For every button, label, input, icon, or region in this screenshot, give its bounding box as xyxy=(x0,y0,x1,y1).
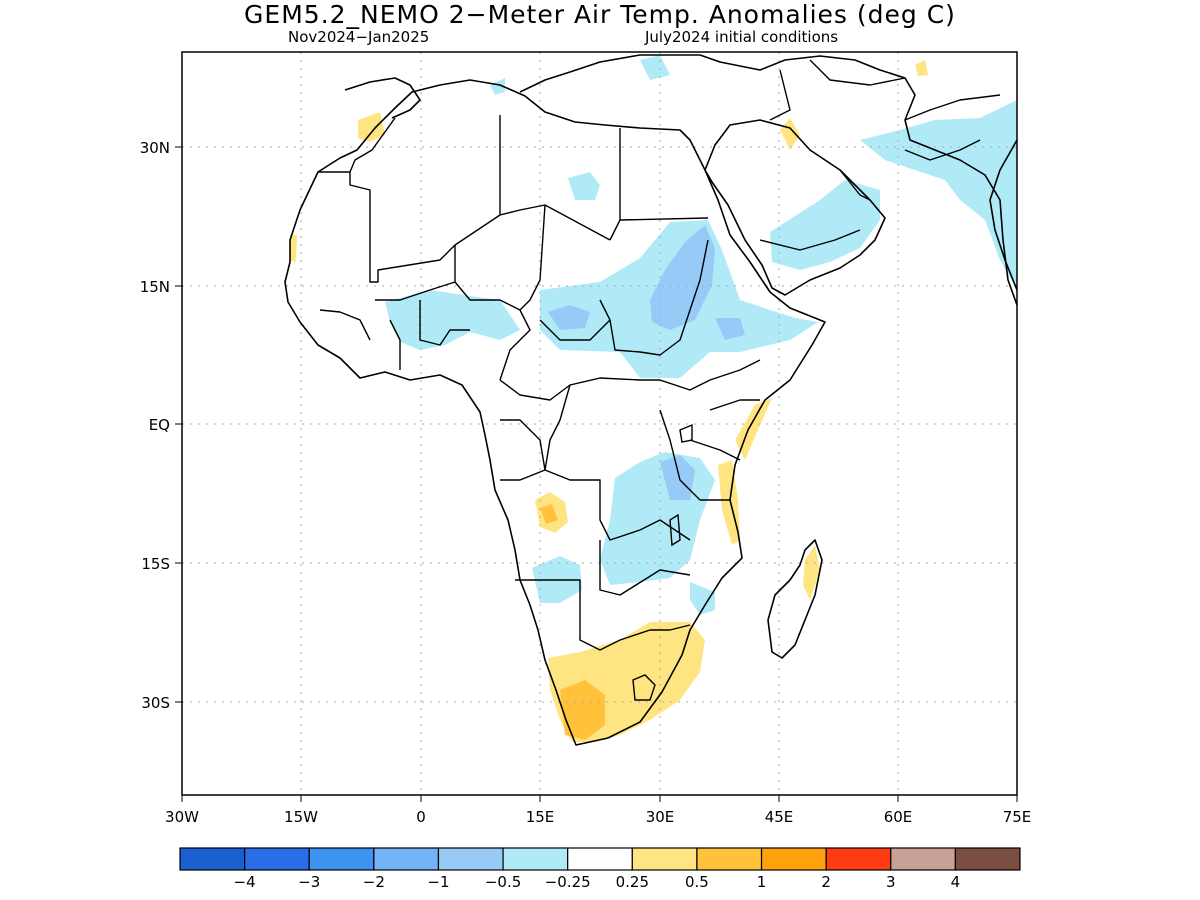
lakes xyxy=(632,423,693,701)
negative-anomaly-turkey xyxy=(640,55,670,80)
strong-positive-anomaly-angola xyxy=(540,504,558,524)
tick-marks xyxy=(175,146,1018,802)
strong-positive-anomaly-south-africa xyxy=(560,680,605,740)
colorbar-swatch xyxy=(567,847,633,871)
colorbar-swatch xyxy=(437,847,504,871)
colorbar-swatch xyxy=(244,847,310,871)
africa-coastline xyxy=(284,79,826,746)
colorbar-label: 1 xyxy=(757,873,767,891)
colorbar: −4 −3 −2 −1 −0.5 −0.25 0.25 0.5 1 2 3 4 xyxy=(179,847,1021,891)
colorbar-swatch xyxy=(825,847,892,871)
lon-label: 15E xyxy=(526,808,555,826)
colorbar-label: −0.5 xyxy=(485,873,521,891)
positive-anomaly-morocco xyxy=(358,112,385,142)
lat-label: 30S xyxy=(141,694,170,712)
positive-anomaly-mozambique-coast xyxy=(718,460,740,545)
colorbar-swatch xyxy=(502,847,569,871)
colorbar-label: −2 xyxy=(363,873,385,891)
positive-anomaly-caspian xyxy=(915,60,928,76)
colorbar-swatch xyxy=(696,847,763,871)
coastlines xyxy=(284,54,1017,746)
lon-label: 75E xyxy=(1003,808,1032,826)
colorbar-swatch xyxy=(890,847,956,871)
lat-label: 30N xyxy=(140,139,170,157)
lon-label: 30E xyxy=(646,808,675,826)
lon-label: 45E xyxy=(765,808,794,826)
country-borders xyxy=(318,59,1001,651)
negative-anomaly-asia-east xyxy=(860,100,1017,290)
positive-anomaly-senegal xyxy=(290,235,297,262)
map-title: GEM5.2_NEMO 2−Meter Air Temp. Anomalies … xyxy=(244,0,956,29)
positive-anomaly-madagascar xyxy=(803,545,820,600)
colorbar-swatch xyxy=(631,847,698,871)
madagascar-coastline xyxy=(767,539,823,659)
colorbar-swatch xyxy=(373,847,440,871)
negative-anomaly-north-coast xyxy=(490,78,505,95)
colorbar-label: 2 xyxy=(821,873,831,891)
lat-label: 15N xyxy=(140,278,170,296)
colorbar-swatch xyxy=(308,847,375,871)
colorbar-label: −3 xyxy=(298,873,320,891)
colorbar-label: 4 xyxy=(951,873,961,891)
colorbar-label: 0.5 xyxy=(685,873,709,891)
moderate-negative-anomaly-ethiopia xyxy=(715,318,745,340)
negative-anomaly-arabia xyxy=(770,180,880,270)
lon-label: 60E xyxy=(884,808,913,826)
india-coastline xyxy=(989,139,1017,291)
lon-label: 30W xyxy=(165,808,199,826)
positive-anomaly-levant xyxy=(780,118,800,150)
colorbar-label: −1 xyxy=(427,873,449,891)
colorbar-swatch xyxy=(179,847,246,871)
negative-anomaly-sahara xyxy=(568,172,600,200)
moderate-negative-anomaly-lakes xyxy=(660,455,695,500)
iberia-coastline xyxy=(344,77,421,119)
negative-anomaly-mozambique xyxy=(690,582,715,615)
initial-conditions: July2024 initial conditions xyxy=(645,28,839,46)
arabia-coastline xyxy=(704,119,886,296)
lat-label: EQ xyxy=(149,416,170,434)
colorbar-label: 3 xyxy=(886,873,896,891)
moderate-negative-anomaly-chad xyxy=(548,305,590,330)
negative-anomaly-central-africa xyxy=(600,452,715,585)
moderate-negative-anomaly-sudan xyxy=(650,225,715,330)
colorbar-swatch xyxy=(954,847,1021,871)
colorbar-label: 0.25 xyxy=(616,873,649,891)
lon-label: 15W xyxy=(284,808,318,826)
anomaly-shading xyxy=(290,55,1017,742)
colorbar-swatch xyxy=(760,847,827,871)
positive-anomaly-kenya-coast xyxy=(735,398,772,460)
europe-coastline xyxy=(519,54,1017,306)
colorbar-label: −0.25 xyxy=(545,873,591,891)
colorbar-label: −4 xyxy=(234,873,256,891)
lat-label: 15S xyxy=(141,555,170,573)
lon-label: 0 xyxy=(416,808,426,826)
negative-anomaly-west-africa xyxy=(385,290,520,350)
forecast-period: Nov2024−Jan2025 xyxy=(288,28,430,46)
